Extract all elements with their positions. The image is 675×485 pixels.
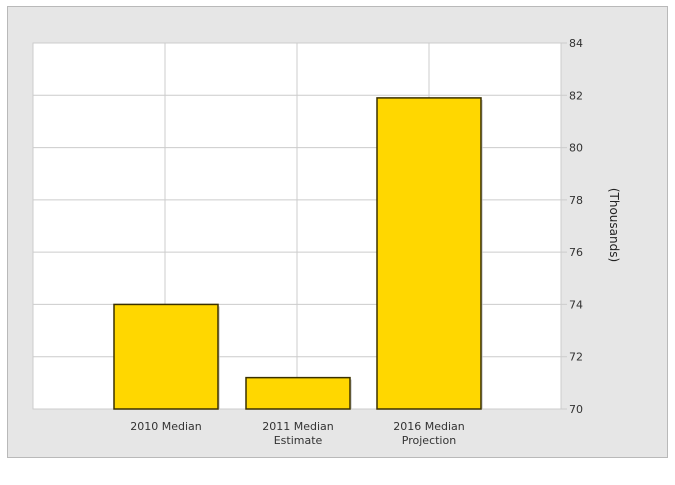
x-category-label-line: 2010 Median xyxy=(130,420,202,433)
y-tick-label: 74 xyxy=(569,298,583,311)
bars xyxy=(113,97,483,410)
x-category-label-line: Projection xyxy=(402,434,456,447)
y-tick-label: 80 xyxy=(569,142,583,155)
y-tick-label: 82 xyxy=(569,89,583,102)
bar xyxy=(245,376,351,410)
x-category-label-line: 2016 Median xyxy=(393,420,465,433)
y-tick-label: 76 xyxy=(569,246,583,259)
y-tick-label: 84 xyxy=(569,37,583,50)
bar xyxy=(113,303,219,410)
x-axis-categories: 2010 Median 2011 Median Estimate 2016 Media… xyxy=(130,420,465,447)
x-category-label: 2010 Median xyxy=(130,420,202,433)
y-tick-label: 72 xyxy=(569,351,583,364)
x-category-label-line: Estimate xyxy=(274,434,323,447)
x-category-label: 2016 Median Projection xyxy=(393,420,465,447)
y-tick-label: 70 xyxy=(569,403,583,416)
y-axis-label: (Thousands) xyxy=(607,188,621,262)
x-category-label-line: 2011 Median xyxy=(262,420,334,433)
y-tick-label: 78 xyxy=(569,194,583,207)
y-axis-ticks: 70 72 74 76 78 80 82 84 xyxy=(569,37,583,416)
bar xyxy=(376,97,482,410)
x-category-label: 2011 Median Estimate xyxy=(262,420,334,447)
